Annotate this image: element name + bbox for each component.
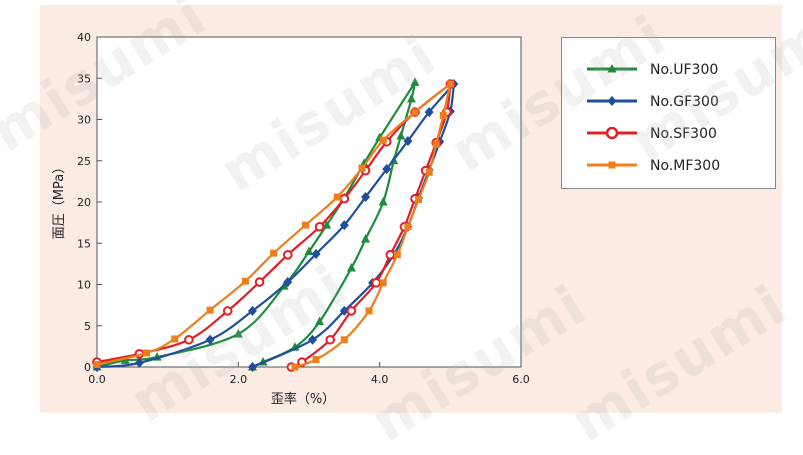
data-point bbox=[339, 193, 350, 204]
legend-label: No.MF300 bbox=[650, 158, 721, 174]
y-tick-label: 0 bbox=[84, 361, 91, 374]
data-point bbox=[205, 334, 215, 345]
data-point bbox=[361, 234, 371, 243]
data-point bbox=[365, 307, 373, 315]
data-point bbox=[283, 250, 293, 260]
data-point bbox=[396, 131, 406, 140]
data-point bbox=[322, 220, 332, 229]
legend-item-no-sf300: No.SF300 bbox=[562, 119, 775, 149]
chart-axes: 0.0 2.0 4.0 6.0 0 5 10 15 20 25 30 35 40 bbox=[77, 31, 530, 386]
y-tick-label: 5 bbox=[84, 320, 91, 333]
data-point bbox=[301, 221, 309, 229]
data-point bbox=[403, 135, 413, 146]
data-point bbox=[385, 250, 396, 260]
legend-label: No.UF300 bbox=[650, 62, 719, 78]
data-point bbox=[311, 248, 321, 259]
data-point bbox=[233, 329, 243, 338]
data-point bbox=[415, 196, 423, 204]
data-point bbox=[382, 164, 392, 174]
data-point bbox=[439, 111, 447, 119]
data-point bbox=[325, 334, 336, 345]
data-point bbox=[410, 77, 420, 86]
legend-marker bbox=[605, 126, 619, 140]
plot-area bbox=[96, 36, 522, 368]
data-point bbox=[424, 107, 434, 118]
data-point bbox=[346, 263, 356, 272]
legend-swatch bbox=[587, 126, 637, 140]
data-point bbox=[315, 316, 325, 326]
data-point bbox=[346, 306, 357, 316]
data-point bbox=[446, 80, 454, 88]
data-point bbox=[283, 277, 293, 288]
data-point bbox=[411, 108, 419, 116]
data-point bbox=[142, 349, 150, 357]
y-tick-label: 15 bbox=[77, 237, 91, 250]
data-point bbox=[222, 306, 233, 316]
y-tick-label: 30 bbox=[77, 114, 91, 127]
data-point bbox=[134, 357, 144, 368]
x-tick-label: 2.0 bbox=[230, 373, 248, 386]
data-point bbox=[254, 277, 265, 287]
x-tick-label: 4.0 bbox=[371, 373, 389, 386]
y-tick-label: 25 bbox=[77, 155, 91, 168]
data-point bbox=[378, 197, 388, 206]
legend-item-no-mf300: No.MF300 bbox=[562, 151, 775, 181]
data-point bbox=[120, 355, 130, 364]
y-tick-label: 35 bbox=[77, 72, 91, 85]
data-point bbox=[358, 164, 366, 172]
data-point bbox=[339, 220, 349, 231]
legend: No.UF300 No.GF300 No.SF300 No.MF300 bbox=[561, 37, 776, 189]
series-no-mf300 bbox=[93, 80, 454, 371]
legend-swatch bbox=[587, 96, 637, 106]
legend-marker bbox=[607, 96, 617, 106]
y-tick-label: 20 bbox=[77, 196, 91, 209]
data-point bbox=[93, 361, 101, 369]
data-point bbox=[393, 251, 401, 259]
data-point bbox=[308, 334, 318, 345]
data-point bbox=[432, 140, 440, 148]
data-point bbox=[339, 305, 349, 316]
legend-item-no-uf300: No.UF300 bbox=[562, 55, 775, 85]
data-point bbox=[291, 363, 299, 371]
x-tick-label: 0.0 bbox=[88, 373, 106, 386]
data-point bbox=[304, 246, 314, 255]
x-axis-label: 歪率（%） bbox=[271, 391, 335, 407]
data-point bbox=[171, 335, 179, 343]
legend-swatch bbox=[587, 64, 637, 73]
data-point bbox=[247, 305, 257, 316]
legend-label: No.SF300 bbox=[650, 126, 717, 142]
data-point bbox=[361, 192, 371, 203]
data-point bbox=[247, 362, 257, 372]
legend-marker bbox=[608, 161, 616, 169]
series-layer bbox=[92, 77, 459, 372]
legend-marker bbox=[607, 64, 617, 73]
data-point bbox=[270, 249, 278, 257]
data-point bbox=[425, 168, 433, 176]
data-point bbox=[404, 223, 412, 231]
data-point bbox=[379, 279, 387, 287]
legend-swatch bbox=[587, 161, 637, 169]
data-point bbox=[340, 336, 348, 344]
legend-item-no-gf300: No.GF300 bbox=[562, 87, 775, 117]
y-tick-label: 10 bbox=[77, 279, 91, 292]
y-tick-label: 40 bbox=[77, 31, 91, 44]
data-point bbox=[406, 93, 416, 103]
data-point bbox=[314, 221, 325, 232]
data-point bbox=[184, 334, 194, 345]
data-point bbox=[206, 306, 214, 314]
legend-label: No.GF300 bbox=[650, 94, 719, 110]
data-point bbox=[359, 158, 369, 167]
data-point bbox=[312, 356, 320, 364]
data-point bbox=[371, 278, 381, 288]
data-point bbox=[379, 136, 387, 144]
data-point bbox=[333, 193, 341, 201]
data-point bbox=[241, 277, 249, 285]
x-tick-label: 6.0 bbox=[512, 373, 530, 386]
y-axis-label: 面圧（MPa） bbox=[52, 161, 67, 239]
chart: 0.0 2.0 4.0 6.0 0 5 10 15 20 25 30 35 40 歪率（%） 面圧（MP… bbox=[52, 31, 530, 407]
